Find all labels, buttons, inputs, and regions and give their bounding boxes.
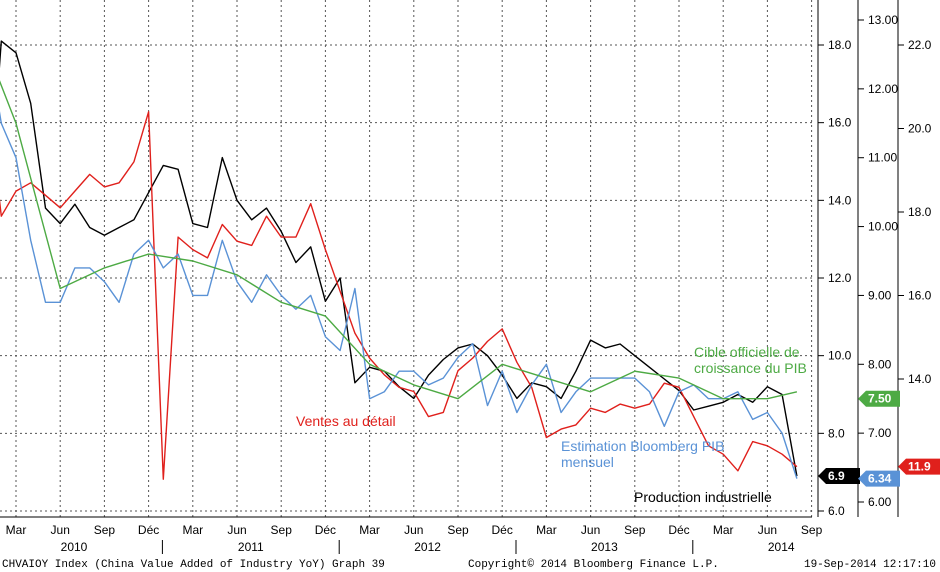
series-line-2: [0, 111, 798, 479]
middle-axis-tick-label: 7.00: [868, 426, 892, 440]
x-month-label: Sep: [624, 523, 646, 537]
x-year-label: 2013: [591, 540, 618, 554]
outer-axis-tick-label: 20.0: [908, 122, 932, 136]
middle-axis-tick-label: 12.00: [868, 82, 898, 96]
middle-axis-tick-label: 8.00: [868, 357, 892, 371]
end-label-box: [858, 390, 900, 407]
middle-axis-tick-label: 6.00: [868, 495, 892, 509]
series-line-0: [0, 40, 798, 477]
footer-right: 19-Sep-2014 12:17:10: [804, 559, 936, 571]
grid: [0, 0, 813, 517]
x-month-label: Sep: [801, 523, 823, 537]
middle-axis-tick-label: 9.00: [868, 288, 892, 302]
label-target-1: Cible officielle de: [694, 344, 800, 360]
inner-axis-tick-label: 8.0: [828, 426, 845, 440]
axes: 6.0 8.0 10.0 12.0 14.0 16.0 18.0 6.00 7.00 8.00 9.…: [0, 0, 932, 554]
inner-axis-tick-label: 10.0: [828, 349, 852, 363]
x-month-label: Jun: [581, 523, 600, 537]
x-month-label: Jun: [227, 523, 246, 537]
x-month-label: Déc: [138, 523, 159, 537]
annotations: Ventes au détail Estimation Bloomberg PI…: [296, 344, 807, 505]
end-label-0: 6.9: [818, 468, 860, 485]
outer-axis-tick-label: 22.0: [908, 38, 932, 52]
inner-axis-tick-label: 6.0: [828, 504, 845, 518]
x-month-label: Déc: [492, 523, 513, 537]
x-year-label: 2014: [768, 540, 795, 554]
label-industrial: Production industrielle: [634, 489, 772, 505]
end-label-text: 6.34: [868, 472, 892, 486]
outer-axis-tick-label: 14.0: [908, 372, 932, 386]
x-month-label: Mar: [6, 523, 27, 537]
x-month-label: Sep: [447, 523, 469, 537]
x-month-label: Déc: [668, 523, 689, 537]
middle-axis-tick-label: 13.00: [868, 13, 898, 27]
label-estimate-2: mensuel: [561, 454, 614, 470]
end-label-1: 11.9: [898, 458, 940, 475]
footer-center: Copyright© 2014 Bloomberg Finance L.P.: [468, 559, 719, 571]
x-month-label: Sep: [271, 523, 293, 537]
end-label-box: [898, 458, 940, 475]
end-label-text: 11.9: [908, 460, 931, 474]
inner-axis-tick-label: 16.0: [828, 116, 852, 130]
x-year-label: 2011: [238, 540, 264, 554]
inner-axis-tick-label: 14.0: [828, 193, 852, 207]
x-month-label: Mar: [182, 523, 203, 537]
series-lines: [0, 40, 798, 480]
outer-axis-tick-label: 16.0: [908, 289, 932, 303]
x-month-label: Sep: [94, 523, 116, 537]
label-retail: Ventes au détail: [296, 413, 396, 429]
footer-left: CHVAIOY Index (China Value Added of Indu…: [2, 559, 385, 571]
series-line-3: [0, 80, 798, 400]
inner-axis-tick-label: 12.0: [828, 271, 852, 285]
end-label-2: 6.34: [858, 470, 900, 487]
end-labels: 6.9 11.9 6.34 7.50: [818, 390, 940, 487]
x-month-label: Mar: [713, 523, 734, 537]
x-month-label: Jun: [51, 523, 70, 537]
end-label-box: [818, 468, 860, 485]
label-estimate-1: Estimation Bloomberg PIB: [561, 438, 724, 454]
end-label-3: 7.50: [858, 390, 900, 407]
end-label-text: 6.9: [828, 469, 845, 483]
x-month-label: Jun: [758, 523, 777, 537]
x-year-label: 2012: [414, 540, 441, 554]
middle-axis-tick-label: 10.00: [868, 220, 898, 234]
inner-axis-tick-label: 18.0: [828, 38, 852, 52]
end-label-text: 7.50: [868, 392, 892, 406]
x-year-label: 2010: [61, 540, 88, 554]
x-month-label: Jun: [404, 523, 423, 537]
end-label-box: [858, 470, 900, 487]
x-month-label: Mar: [359, 523, 380, 537]
outer-axis-tick-label: 18.0: [908, 205, 932, 219]
middle-axis-tick-label: 11.00: [868, 151, 897, 165]
x-month-label: Mar: [536, 523, 557, 537]
label-target-2: croissance du PIB: [694, 360, 807, 376]
footer: CHVAIOY Index (China Value Added of Indu…: [2, 559, 936, 571]
x-month-label: Déc: [315, 523, 336, 537]
